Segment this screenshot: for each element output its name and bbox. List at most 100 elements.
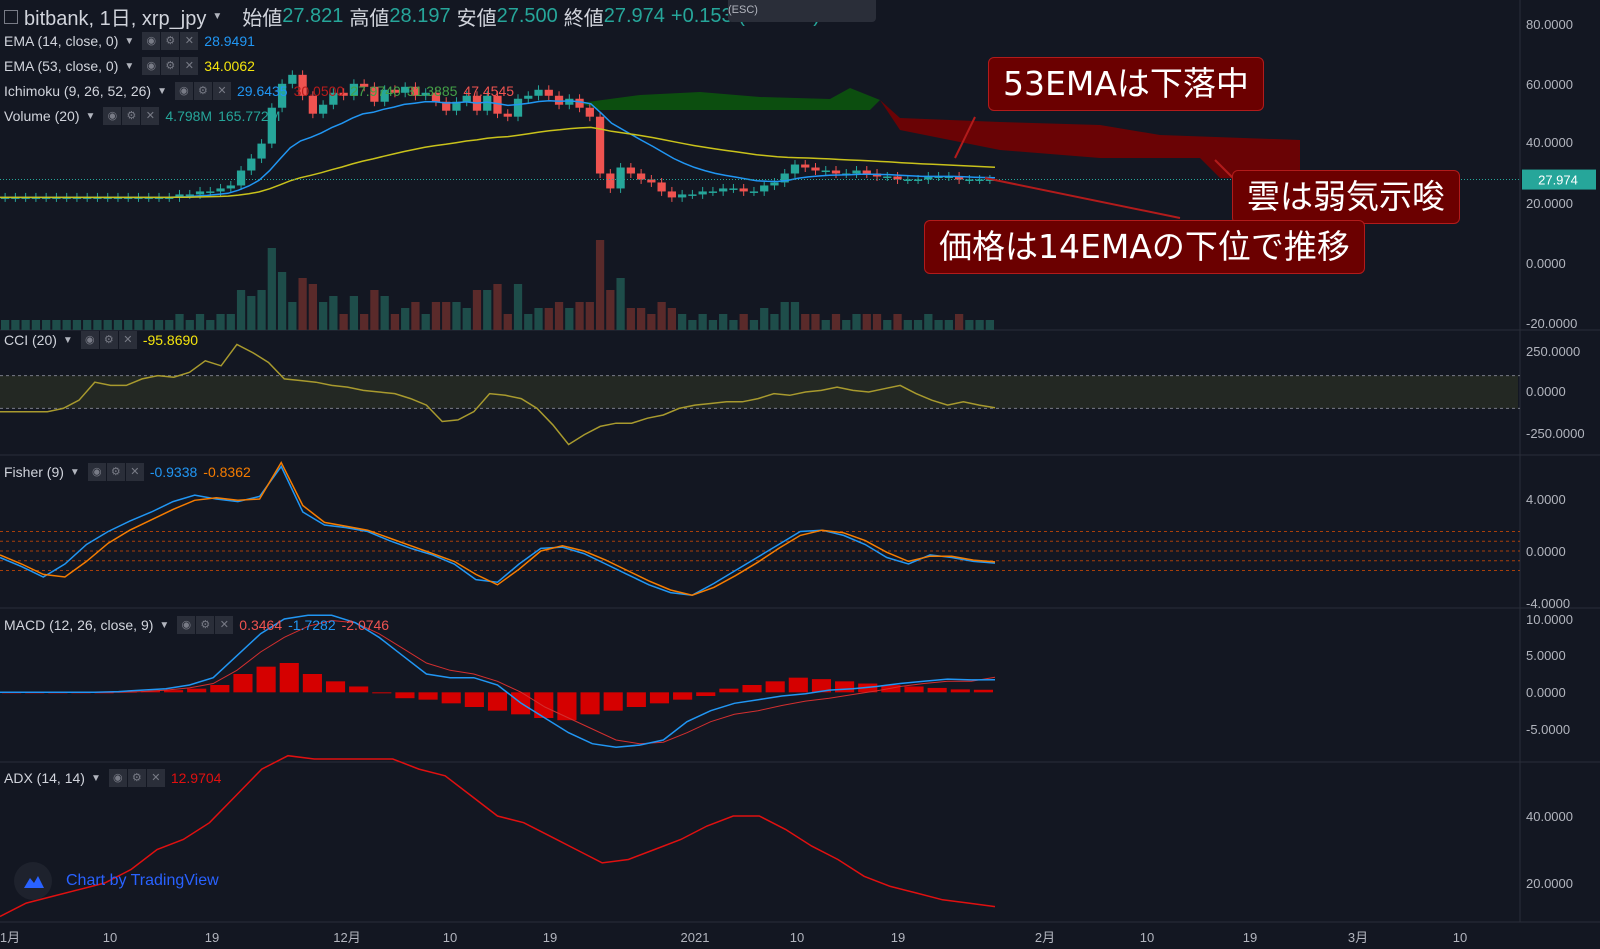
annotation-ema53[interactable]: 53EMAは下落中 [988, 57, 1264, 111]
watermark-text[interactable]: Chart by TradingView [66, 872, 219, 889]
volume-label[interactable]: Volume (20) [4, 108, 80, 124]
volume-bar [801, 314, 810, 330]
chevron-down-icon[interactable]: ▼ [212, 11, 223, 22]
ema53-line [0, 126, 996, 199]
candle-body [749, 191, 759, 193]
legend-controls[interactable]: ◉ ⚙ ✕ [87, 463, 144, 481]
gear-icon[interactable]: ⚙ [161, 32, 180, 50]
legend-controls[interactable]: ◉ ⚙ ✕ [142, 32, 199, 50]
legend-controls[interactable]: ◉ ⚙ ✕ [108, 769, 165, 787]
volume-bar [626, 308, 635, 330]
legend-controls[interactable]: ◉ ⚙ ✕ [80, 331, 137, 349]
fisher-y-tick: -4.0000 [1526, 596, 1570, 611]
volume-legend[interactable]: Volume (20) ▼ ◉ ⚙ ✕ 4.798M 165.772M [4, 107, 280, 125]
chevron-down-icon[interactable]: ▼ [124, 35, 135, 47]
close-label: 終値 [563, 8, 604, 30]
adx-y-tick: 40.0000 [1526, 809, 1573, 824]
volume-bar [452, 302, 461, 330]
ichimoku-label[interactable]: Ichimoku (9, 26, 52, 26) [4, 83, 152, 99]
fisher-label[interactable]: Fisher (9) [4, 464, 64, 480]
annotation-price[interactable]: 価格は14EMAの下位で推移 [924, 220, 1365, 274]
volume-bar [185, 320, 194, 330]
x-tick-label: 3月 [1348, 930, 1368, 945]
legend-controls[interactable]: ◉ ⚙ ✕ [142, 57, 199, 75]
close-icon[interactable]: ✕ [215, 616, 234, 634]
candle-body [83, 197, 92, 199]
ema53-label[interactable]: EMA (53, close, 0) [4, 58, 119, 74]
eye-icon[interactable]: ◉ [142, 32, 161, 50]
eye-icon[interactable]: ◉ [87, 463, 106, 481]
close-icon[interactable]: ✕ [180, 57, 199, 75]
eye-icon[interactable]: ◉ [174, 82, 193, 100]
candle-body [113, 197, 123, 199]
close-icon[interactable]: ✕ [125, 463, 144, 481]
macd-label[interactable]: MACD (12, 26, close, 9) [4, 617, 154, 633]
symbol-name[interactable]: bitbank, 1日, xrp_jpy [24, 8, 207, 30]
close-value: 27.974 [603, 5, 665, 27]
close-icon[interactable]: ✕ [146, 769, 165, 787]
close-icon[interactable]: ✕ [212, 82, 231, 100]
volume-bar [113, 320, 123, 330]
candle-body [616, 167, 625, 189]
chevron-down-icon[interactable]: ▼ [85, 110, 96, 122]
macd-signal-line [0, 619, 996, 745]
close-icon[interactable]: ✕ [118, 331, 137, 349]
cci-legend[interactable]: CCI (20) ▼ ◉ ⚙ ✕ -95.8690 [4, 331, 198, 349]
ema14-label[interactable]: EMA (14, close, 0) [4, 33, 119, 49]
chevron-down-icon[interactable]: ▼ [157, 85, 167, 97]
gear-icon[interactable]: ⚙ [127, 769, 146, 787]
volume-bar [821, 320, 830, 330]
chevron-down-icon[interactable]: ▼ [62, 334, 73, 346]
close-icon[interactable]: ✕ [180, 32, 199, 50]
candle-body [21, 197, 30, 199]
candle-body [678, 194, 687, 198]
gear-icon[interactable]: ⚙ [99, 331, 118, 349]
tradingview-watermark[interactable]: Chart by TradingView [14, 862, 219, 900]
collapse-icon[interactable] [4, 9, 18, 24]
legend-controls[interactable]: ◉ ⚙ ✕ [177, 616, 234, 634]
fisher-legend[interactable]: Fisher (9) ▼ ◉ ⚙ ✕ -0.9338 -0.8362 [4, 463, 251, 481]
chevron-down-icon[interactable]: ▼ [90, 772, 101, 784]
ichimoku-chikou: 27.9740 [350, 83, 401, 99]
eye-icon[interactable]: ◉ [103, 107, 122, 125]
gear-icon[interactable]: ⚙ [193, 82, 212, 100]
chevron-down-icon[interactable]: ▼ [69, 466, 80, 478]
chevron-down-icon[interactable]: ▼ [124, 60, 135, 72]
candle-body [975, 179, 984, 181]
candle-body [862, 170, 871, 174]
candle-body [103, 197, 112, 199]
eye-icon[interactable]: ◉ [108, 769, 127, 787]
volume-bar [298, 278, 307, 330]
eye-icon[interactable]: ◉ [80, 331, 99, 349]
eye-icon[interactable]: ◉ [142, 57, 161, 75]
ichimoku-legend[interactable]: Ichimoku (9, 26, 52, 26) ▼ ◉ ⚙ ✕ 29.6435 30… [4, 82, 514, 100]
macd-histogram-bar [557, 692, 577, 721]
volume-bar [503, 314, 512, 330]
symbol-legend[interactable]: bitbank, 1日, xrp_jpy ▼ 始値 27.821 高値 28.197 … [4, 2, 820, 31]
volume-bar [31, 320, 41, 330]
eye-icon[interactable]: ◉ [177, 616, 196, 634]
gear-icon[interactable]: ⚙ [106, 463, 125, 481]
macd-histogram-bar [395, 692, 415, 699]
candle-body [554, 95, 564, 105]
chevron-down-icon[interactable]: ▼ [159, 619, 170, 631]
legend-controls[interactable]: ◉ ⚙ ✕ [174, 82, 231, 100]
ema53-legend[interactable]: EMA (53, close, 0) ▼ ◉ ⚙ ✕ 34.0062 [4, 57, 255, 75]
adx-label[interactable]: ADX (14, 14) [4, 770, 85, 786]
legend-controls[interactable]: ◉ ⚙ ✕ [103, 107, 160, 125]
volume-bar [893, 314, 902, 330]
candle-body [175, 194, 184, 198]
gear-icon[interactable]: ⚙ [196, 616, 215, 634]
volume-bar [852, 314, 861, 330]
ema14-legend[interactable]: EMA (14, close, 0) ▼ ◉ ⚙ ✕ 28.9491 [4, 32, 255, 50]
candle-body [708, 191, 718, 193]
macd-histogram-bar [441, 692, 461, 704]
gear-icon[interactable]: ⚙ [122, 107, 141, 125]
macd-legend[interactable]: MACD (12, 26, close, 9) ▼ ◉ ⚙ ✕ 0.3464 -1.7… [4, 616, 389, 634]
close-icon[interactable]: ✕ [141, 107, 160, 125]
gear-icon[interactable]: ⚙ [161, 57, 180, 75]
annotation-cloud[interactable]: 雲は弱気示唆 [1232, 170, 1460, 224]
cci-label[interactable]: CCI (20) [4, 332, 57, 348]
volume-bar [657, 302, 666, 330]
adx-legend[interactable]: ADX (14, 14) ▼ ◉ ⚙ ✕ 12.9704 [4, 769, 221, 787]
